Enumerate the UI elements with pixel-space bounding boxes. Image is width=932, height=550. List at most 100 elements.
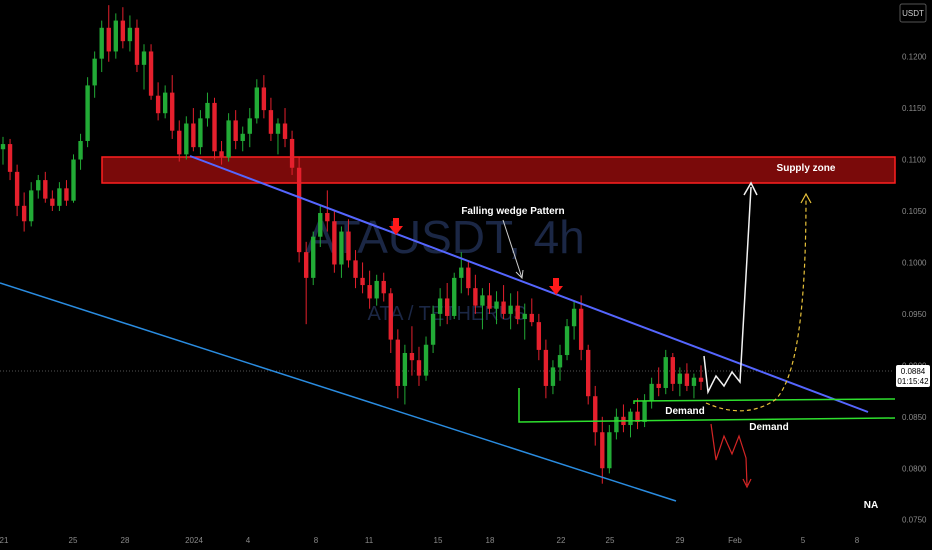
candle — [233, 110, 238, 150]
candle-body — [205, 102, 210, 119]
currency-badge[interactable] — [899, 3, 927, 23]
candle — [57, 182, 62, 211]
candle — [444, 283, 450, 325]
y-tick-label: 0.0800 — [902, 464, 927, 473]
countdown-value: 01:15:42 — [897, 377, 929, 386]
candle — [191, 108, 196, 152]
bearish-projection-path[interactable] — [710, 423, 748, 486]
candle — [14, 164, 20, 217]
candle — [184, 116, 189, 160]
candle-body — [395, 339, 401, 386]
x-tick-label: 29 — [676, 536, 685, 545]
candle — [543, 339, 549, 399]
candle-body — [593, 396, 598, 433]
candle-body — [444, 298, 450, 316]
candle — [346, 219, 351, 268]
candle — [318, 205, 323, 247]
demand-line-upper[interactable] — [633, 398, 896, 404]
wedge-upper-line[interactable] — [189, 155, 869, 413]
candle-body — [571, 308, 577, 327]
candle-body — [663, 357, 668, 388]
x-axis-ticks: 21 25 28 2024 4 8 11 15 18 22 25 29 Feb 5 8 — [0, 536, 860, 545]
candle-body — [515, 305, 520, 320]
candle — [113, 13, 118, 59]
candle — [29, 182, 34, 227]
demand-line-lower[interactable] — [518, 388, 896, 423]
candle — [21, 192, 27, 232]
candle-body — [120, 20, 126, 42]
price-axis[interactable] — [893, 0, 932, 550]
arrow-marker-1 — [389, 218, 403, 235]
candle — [395, 329, 401, 399]
candle-body — [578, 308, 584, 350]
candle-body — [529, 313, 534, 323]
candle-body — [85, 85, 90, 141]
candle — [691, 373, 697, 399]
candle — [120, 7, 126, 49]
candle — [677, 367, 683, 397]
x-tick-label: 25 — [606, 536, 615, 545]
candle — [381, 272, 386, 302]
candle-body — [113, 20, 118, 52]
bearish-projection-arrowhead — [742, 478, 752, 489]
alternative-projection-arrowhead — [800, 192, 812, 204]
x-tick-label: 8 — [855, 536, 860, 545]
candle-body — [29, 190, 34, 222]
x-tick-label: 5 — [801, 536, 806, 545]
x-tick-label: 4 — [246, 536, 251, 545]
candle-body — [628, 411, 633, 426]
candle-body — [148, 51, 154, 96]
candle — [240, 126, 245, 152]
y-tick-label: 0.1150 — [902, 104, 926, 113]
candle — [663, 349, 668, 395]
candle-body — [71, 159, 76, 201]
x-tick-label: 21 — [0, 536, 9, 545]
candle-body — [43, 180, 48, 199]
y-tick-label: 0.0950 — [902, 310, 927, 319]
candle — [642, 394, 647, 428]
candle-body — [522, 313, 527, 320]
candle-body — [311, 236, 316, 278]
alternative-projection-path[interactable] — [705, 197, 807, 412]
candle — [529, 298, 534, 327]
candle — [578, 295, 584, 361]
demand-label-lower: Demand — [749, 422, 788, 433]
candle — [289, 130, 295, 175]
y-tick-label: 0.0850 — [902, 413, 927, 422]
candle-body — [487, 295, 492, 309]
candle — [71, 154, 76, 203]
candle-body — [219, 151, 224, 158]
bullish-projection-path[interactable] — [703, 186, 752, 395]
x-tick-label: 2024 — [185, 536, 203, 545]
candle — [494, 291, 499, 325]
candle — [635, 398, 640, 430]
candle-body — [254, 87, 260, 119]
candle — [360, 262, 365, 294]
candle — [64, 180, 69, 206]
candle — [614, 408, 619, 440]
x-tick-label: 11 — [365, 536, 374, 545]
candle — [508, 293, 513, 330]
candle-body — [212, 102, 217, 152]
candle-body — [92, 58, 97, 86]
candle — [0, 136, 6, 165]
candle — [170, 75, 175, 139]
candle — [374, 274, 379, 306]
candle — [127, 15, 133, 52]
candle-body — [268, 110, 274, 134]
candle — [437, 288, 443, 327]
candle — [536, 313, 542, 361]
candle — [325, 190, 330, 232]
candle-body — [437, 298, 443, 314]
candle-body — [127, 27, 133, 42]
candle-body — [198, 118, 203, 148]
candle — [226, 113, 231, 162]
supply-zone[interactable] — [101, 156, 896, 184]
wedge-lower-line[interactable] — [0, 282, 677, 502]
candle — [261, 75, 267, 119]
candle-body — [99, 27, 104, 59]
candle-body — [325, 213, 330, 222]
candle-body — [586, 349, 591, 397]
